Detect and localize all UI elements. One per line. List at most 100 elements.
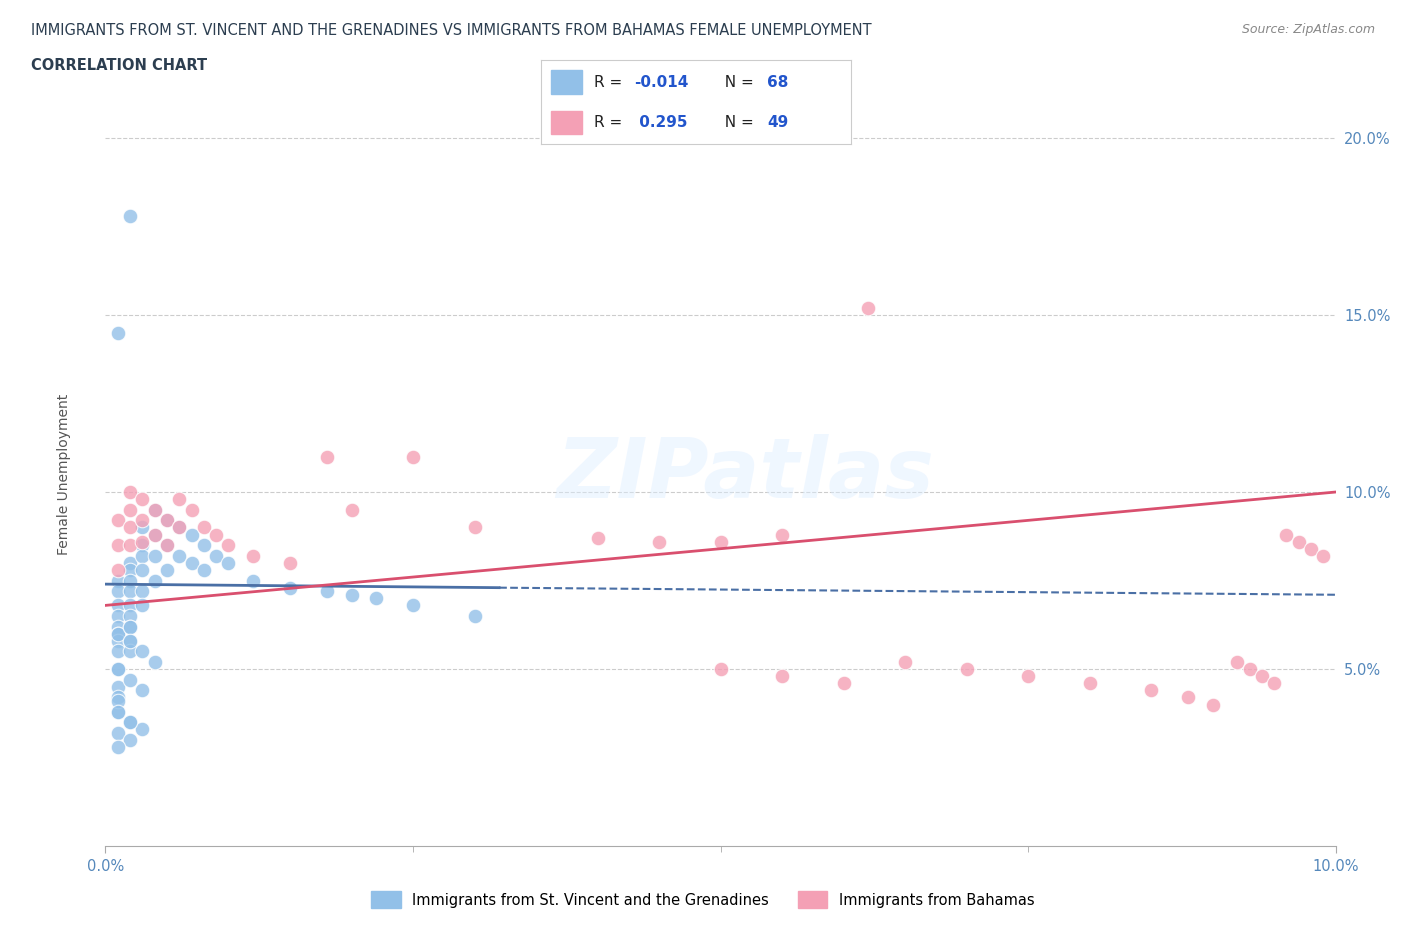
Point	[770, 669, 793, 684]
Point	[710, 534, 733, 549]
Point	[120, 619, 141, 634]
Point	[120, 538, 141, 552]
Point	[242, 549, 264, 564]
Point	[131, 513, 153, 528]
Point	[107, 739, 129, 754]
Point	[107, 725, 129, 740]
Point	[143, 502, 166, 517]
Point	[180, 527, 202, 542]
Point	[107, 644, 129, 658]
Point	[120, 733, 141, 748]
Point	[242, 573, 264, 588]
Point	[770, 527, 793, 542]
Point	[894, 655, 917, 670]
Point	[107, 619, 129, 634]
Point	[143, 502, 166, 517]
Point	[340, 588, 363, 603]
Text: ZIPatlas: ZIPatlas	[557, 433, 934, 515]
Point	[1301, 541, 1323, 556]
Point	[131, 534, 153, 549]
Point	[169, 549, 191, 564]
Text: CORRELATION CHART: CORRELATION CHART	[31, 58, 207, 73]
Point	[131, 683, 153, 698]
Point	[315, 584, 337, 599]
Point	[218, 555, 240, 570]
Point	[120, 563, 141, 578]
Point	[107, 608, 129, 623]
Point	[143, 655, 166, 670]
Text: 49: 49	[768, 115, 789, 130]
Point	[180, 555, 202, 570]
Y-axis label: Female Unemployment: Female Unemployment	[58, 393, 70, 555]
Point	[402, 598, 425, 613]
Bar	[551, 111, 582, 134]
Point	[205, 549, 228, 564]
Point	[586, 531, 609, 546]
Point	[120, 644, 141, 658]
Point	[107, 563, 129, 578]
Point	[120, 573, 141, 588]
Point	[107, 680, 129, 695]
Point	[1078, 676, 1101, 691]
Point	[169, 492, 191, 507]
Point	[1263, 676, 1285, 691]
Point	[120, 485, 141, 499]
Point	[131, 520, 153, 535]
Point	[156, 563, 179, 578]
Point	[120, 584, 141, 599]
Point	[131, 644, 153, 658]
Bar	[551, 71, 582, 94]
Point	[131, 598, 153, 613]
Point	[131, 563, 153, 578]
Legend: Immigrants from St. Vincent and the Grenadines, Immigrants from Bahamas: Immigrants from St. Vincent and the Gren…	[366, 885, 1040, 914]
Point	[107, 704, 129, 719]
Point	[107, 326, 129, 340]
Point	[131, 538, 153, 552]
Point	[131, 722, 153, 737]
Point	[107, 573, 129, 588]
Point	[107, 584, 129, 599]
Point	[120, 715, 141, 730]
Point	[1201, 698, 1223, 712]
Point	[710, 662, 733, 677]
Point	[193, 520, 215, 535]
Point	[107, 662, 129, 677]
Point	[107, 704, 129, 719]
Point	[107, 626, 129, 641]
Point	[120, 502, 141, 517]
Point	[131, 584, 153, 599]
Point	[156, 513, 179, 528]
Point	[1312, 549, 1334, 564]
Point	[364, 591, 387, 605]
Point	[832, 676, 855, 691]
Point	[218, 538, 240, 552]
Point	[120, 208, 141, 223]
Point	[143, 549, 166, 564]
Point	[1140, 683, 1163, 698]
Point	[278, 580, 301, 595]
Point	[120, 633, 141, 648]
Text: IMMIGRANTS FROM ST. VINCENT AND THE GRENADINES VS IMMIGRANTS FROM BAHAMAS FEMALE: IMMIGRANTS FROM ST. VINCENT AND THE GREN…	[31, 23, 872, 38]
Point	[1017, 669, 1039, 684]
Point	[1251, 669, 1274, 684]
Point	[107, 598, 129, 613]
Point	[156, 538, 179, 552]
Point	[107, 513, 129, 528]
Point	[1226, 655, 1249, 670]
Point	[107, 662, 129, 677]
Point	[1177, 690, 1199, 705]
Point	[858, 300, 880, 315]
Point	[120, 672, 141, 687]
Point	[107, 694, 129, 709]
Point	[340, 502, 363, 517]
Point	[131, 549, 153, 564]
Point	[1275, 527, 1298, 542]
Point	[648, 534, 671, 549]
Point	[169, 520, 191, 535]
Point	[107, 538, 129, 552]
Text: -0.014: -0.014	[634, 74, 689, 89]
Text: Source: ZipAtlas.com: Source: ZipAtlas.com	[1241, 23, 1375, 36]
Point	[120, 608, 141, 623]
Point	[143, 527, 166, 542]
Point	[143, 527, 166, 542]
